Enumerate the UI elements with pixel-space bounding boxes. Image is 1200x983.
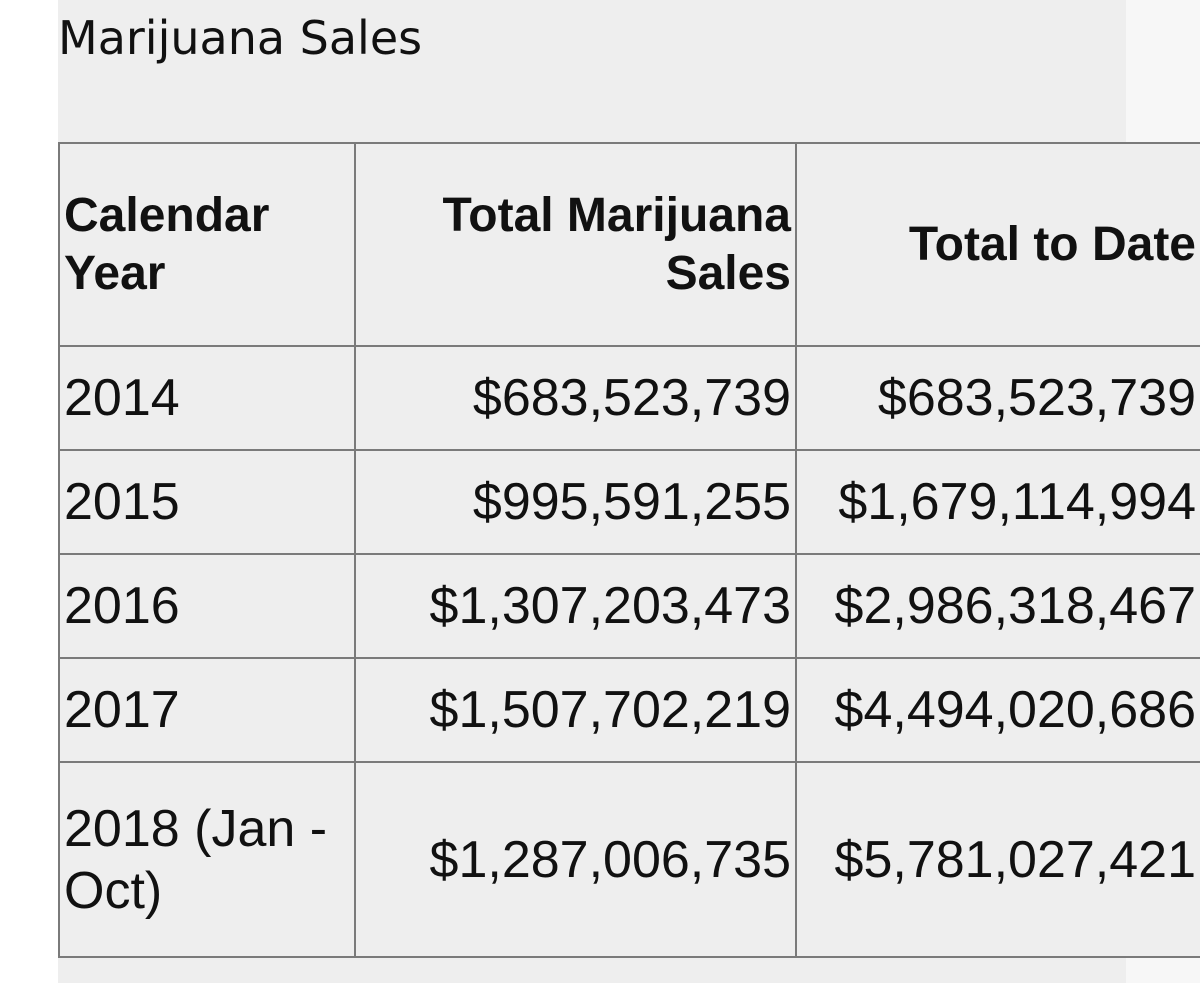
cell-year: 2018 (Jan - Oct) bbox=[58, 761, 356, 958]
header-calendar-year: Calendar Year bbox=[58, 142, 356, 347]
cell-year: 2016 bbox=[58, 553, 356, 659]
header-sales-line1: Total Marijuana bbox=[442, 188, 792, 242]
table-row: 2014 $683,523,739 $683,523,739 bbox=[58, 345, 1200, 451]
cell-total-to-date: $4,494,020,686 bbox=[795, 657, 1200, 763]
cell-total-to-date: $683,523,739 bbox=[795, 345, 1200, 451]
cell-total-to-date: $5,781,027,421 bbox=[795, 761, 1200, 958]
page-title: Marijuana Sales bbox=[58, 11, 423, 65]
header-year-line1: Calendar bbox=[64, 188, 270, 242]
cell-year-line1: 2018 (Jan - bbox=[64, 799, 328, 858]
table-row: 2016 $1,307,203,473 $2,986,318,467 bbox=[58, 553, 1200, 659]
cell-sales: $995,591,255 bbox=[354, 449, 797, 555]
cell-total-to-date: $2,986,318,467 bbox=[795, 553, 1200, 659]
cell-year-line2: Oct) bbox=[64, 861, 163, 920]
cell-sales: $1,287,006,735 bbox=[354, 761, 797, 958]
cell-year: 2017 bbox=[58, 657, 356, 763]
table-row: 2015 $995,591,255 $1,679,114,994 bbox=[58, 449, 1200, 555]
cell-year: 2014 bbox=[58, 345, 356, 451]
header-total-sales: Total Marijuana Sales bbox=[354, 142, 797, 347]
table-row: 2018 (Jan - Oct) $1,287,006,735 $5,781,0… bbox=[58, 761, 1200, 958]
header-total-to-date: Total to Date bbox=[795, 142, 1200, 347]
cell-year: 2015 bbox=[58, 449, 356, 555]
sales-table: Calendar Year Total Marijuana Sales Tota… bbox=[58, 142, 1200, 958]
cell-sales: $1,507,702,219 bbox=[354, 657, 797, 763]
cell-sales: $1,307,203,473 bbox=[354, 553, 797, 659]
cell-total-to-date: $1,679,114,994 bbox=[795, 449, 1200, 555]
table-header-row: Calendar Year Total Marijuana Sales Tota… bbox=[58, 142, 1200, 347]
header-sales-line2: Sales bbox=[665, 246, 791, 300]
cell-sales: $683,523,739 bbox=[354, 345, 797, 451]
header-year-line2: Year bbox=[64, 246, 166, 300]
table-row: 2017 $1,507,702,219 $4,494,020,686 bbox=[58, 657, 1200, 763]
